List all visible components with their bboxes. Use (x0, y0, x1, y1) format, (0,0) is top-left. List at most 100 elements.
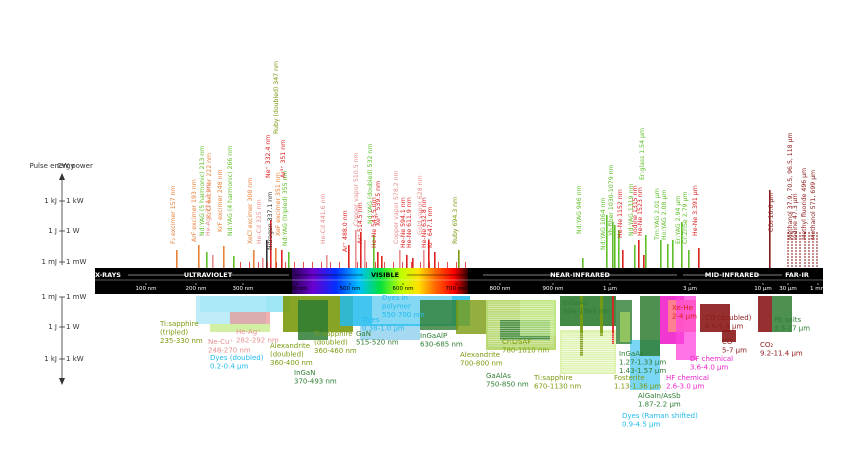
top-laser-label: Ar³⁺ 351 nm (280, 140, 287, 178)
axis-label-power: 1 W (66, 323, 80, 331)
tick-label: 1 µm (603, 286, 617, 292)
emission-line (606, 215, 608, 268)
emission-line (434, 252, 436, 268)
emission-line (428, 240, 430, 268)
top-laser-label: Ho:YAG 2.08 µm (661, 190, 668, 240)
top-laser-label: He-Ne 594.1 nm (400, 197, 407, 248)
emission-line (406, 255, 408, 268)
tick-label: 3 µm (683, 286, 697, 292)
tunable-label-dyes-doubled: Dyes (doubled) 0.2-0.4 µm (210, 354, 264, 371)
top-laser-label: Nd:YAG 1319 nm (628, 184, 635, 237)
tunable-label-co-doubled: CO (doubled) 4.6-5.8 µm (705, 314, 752, 331)
tunable-laser-labels: Ti:sapphire (tripled) 235-330 nm Ne-Cu⁺ 248-… (159, 294, 810, 429)
emission-line (698, 248, 700, 268)
tunable-label-dyes-raman: Dyes (Raman shifted) 0.9-4.5 µm (622, 412, 698, 429)
tick-label: 1 mm (810, 286, 826, 292)
tick-label: 300 nm (232, 286, 253, 292)
emission-line (355, 230, 357, 268)
tick-label: 700 nm (445, 286, 466, 292)
emission-line (275, 248, 277, 268)
top-laser-label: Nitrogen 337.1 nm (267, 192, 274, 250)
tunable-range-block (298, 300, 328, 340)
emission-line (458, 250, 460, 268)
tunable-label-gaalas: GaAlAs 750-850 nm (486, 372, 529, 389)
tunable-label-ingaas2: InGaAs 1.27-1.33 µm 1.43-1.57 µm (619, 350, 666, 375)
band-label-midinfrared: MID-INFRARED (705, 271, 760, 279)
axis-label-energy: 1 mJ (41, 293, 57, 301)
tunable-label-algainassb: AlGaIn/AsSb 1.87-2.2 µm (638, 392, 681, 409)
emission-line (399, 250, 401, 268)
top-laser-label: Ne⁺ 332.4 nm (265, 135, 272, 178)
emission-line (212, 255, 214, 268)
tunable-label-tisapph-tripled: Ti:sapphire (tripled) 235-330 nm (159, 320, 203, 345)
top-laser-label: Nd:YAG 1064 nm (600, 198, 607, 251)
tunable-label-xene: Xe-He 2-4 µm (672, 304, 697, 321)
tick-label: 500 nm (339, 286, 360, 292)
axis-label-power: 1 mW (66, 258, 86, 266)
top-laser-label: Copper vapor 578.2 nm (393, 170, 400, 244)
emission-line (622, 250, 624, 268)
tunable-range-block (620, 312, 630, 342)
emission-line (660, 240, 662, 268)
emission-line (612, 222, 614, 268)
tunable-label-co2: CO₂ 9.2-11.4 µm (760, 341, 803, 358)
top-laser-labels: F₂ excimer 157 nm ArF excimer 193 nm Nd:YA… (170, 61, 817, 252)
top-emission-lines (176, 190, 818, 268)
top-laser-label: He-Ne 611.9 nm (406, 197, 413, 248)
tunable-range-block (210, 324, 270, 332)
tunable-label-tisapphire: Ti:sapphire 670-1130 nm (533, 374, 581, 391)
band-label-xrays: X-RAYS (95, 271, 121, 279)
top-laser-label: Ar⁺ 488.0 nm (342, 210, 349, 252)
emission-line (266, 240, 268, 268)
top-laser-label: Xe³⁺ 539.5 nm (375, 181, 382, 226)
top-laser-label: Ar⁺ 514.5 nm (357, 202, 364, 244)
axis-label-power: 1 kW (66, 197, 84, 205)
axis-label-energy: 1 J (48, 227, 57, 235)
tunable-label-heag: He-Ag⁺ 282-292 nm (236, 328, 279, 345)
top-laser-label: He-Cd 325 nm (256, 199, 263, 244)
top-laser-label: Nd:YAG (5 harmonic) 213 nm (199, 146, 206, 236)
emission-line (618, 230, 620, 268)
power-axis: Pulse energy CW power 1 kJ 1 kW 1 J 1 W 1 mJ… (29, 162, 93, 385)
emission-line (270, 220, 272, 268)
tunable-range-block (520, 300, 556, 336)
tunable-label-co: CO 5-7 µm (722, 338, 747, 355)
tunable-label-ingaas: InGaAs 904-1065 nm (563, 299, 610, 316)
top-laser-label: Methyl fluoride 496 µm (801, 168, 808, 240)
tunable-label-dyes-polymer: Dyes in polymer 550-700 nm (382, 294, 425, 319)
tunable-label-crlisaf: Cr:LiSAF 780-1010 nm (502, 338, 549, 355)
tick-label: 100 nm (135, 286, 156, 292)
band-label-farir: FAR-IR (785, 271, 809, 279)
top-laser-label: He-Ne 1152 nm (617, 189, 624, 238)
tick-label: 900 nm (542, 286, 563, 292)
tunable-label-gan: GaN 515-520 nm (356, 330, 399, 347)
top-laser-label: Er:glass 1.54 µm (639, 128, 646, 180)
tunable-label-dyes: Dyes 0.38-1.0 µm (362, 316, 405, 333)
top-laser-label: Tm:YAG 2.01 µm (654, 188, 661, 241)
emission-line (206, 252, 208, 268)
tick-label: 200 nm (185, 286, 206, 292)
tunable-range-blocks (196, 296, 792, 390)
axis-label-power: 1 kW (66, 355, 84, 363)
top-laser-label: Nd:YAG 946 nm (576, 185, 583, 234)
axis-header-power: CW power (57, 162, 93, 170)
emission-line (681, 222, 683, 268)
axis-label-energy: 1 kJ (44, 355, 57, 363)
top-laser-label: Er:YAG 2.94 µm (675, 196, 682, 244)
tunable-range-block (700, 304, 730, 332)
tick-label: 400 nm (286, 286, 307, 292)
tick-label: 10 µm (754, 286, 772, 292)
spectrum-bar: X-RAYS ULTRAVIOLET VISIBLE NEAR-INFRARED MID… (95, 268, 826, 294)
tunable-label-pbsalts: Pb salts 3.3-27 µm (774, 316, 810, 333)
tunable-range-block (676, 296, 696, 360)
tunable-label-necu: Ne-Cu⁺ 248-270 nm (208, 338, 251, 355)
tunable-range-block (580, 296, 583, 356)
tunable-label-hf: HF chemical 2.6-3.0 µm (666, 374, 709, 391)
emission-line (672, 240, 674, 268)
emission-line (638, 240, 640, 268)
tunable-range-block (360, 326, 420, 340)
band-label-visible: VISIBLE (371, 271, 399, 279)
tunable-range-block (560, 330, 616, 374)
emission-line (582, 258, 584, 268)
emission-line (364, 240, 366, 268)
